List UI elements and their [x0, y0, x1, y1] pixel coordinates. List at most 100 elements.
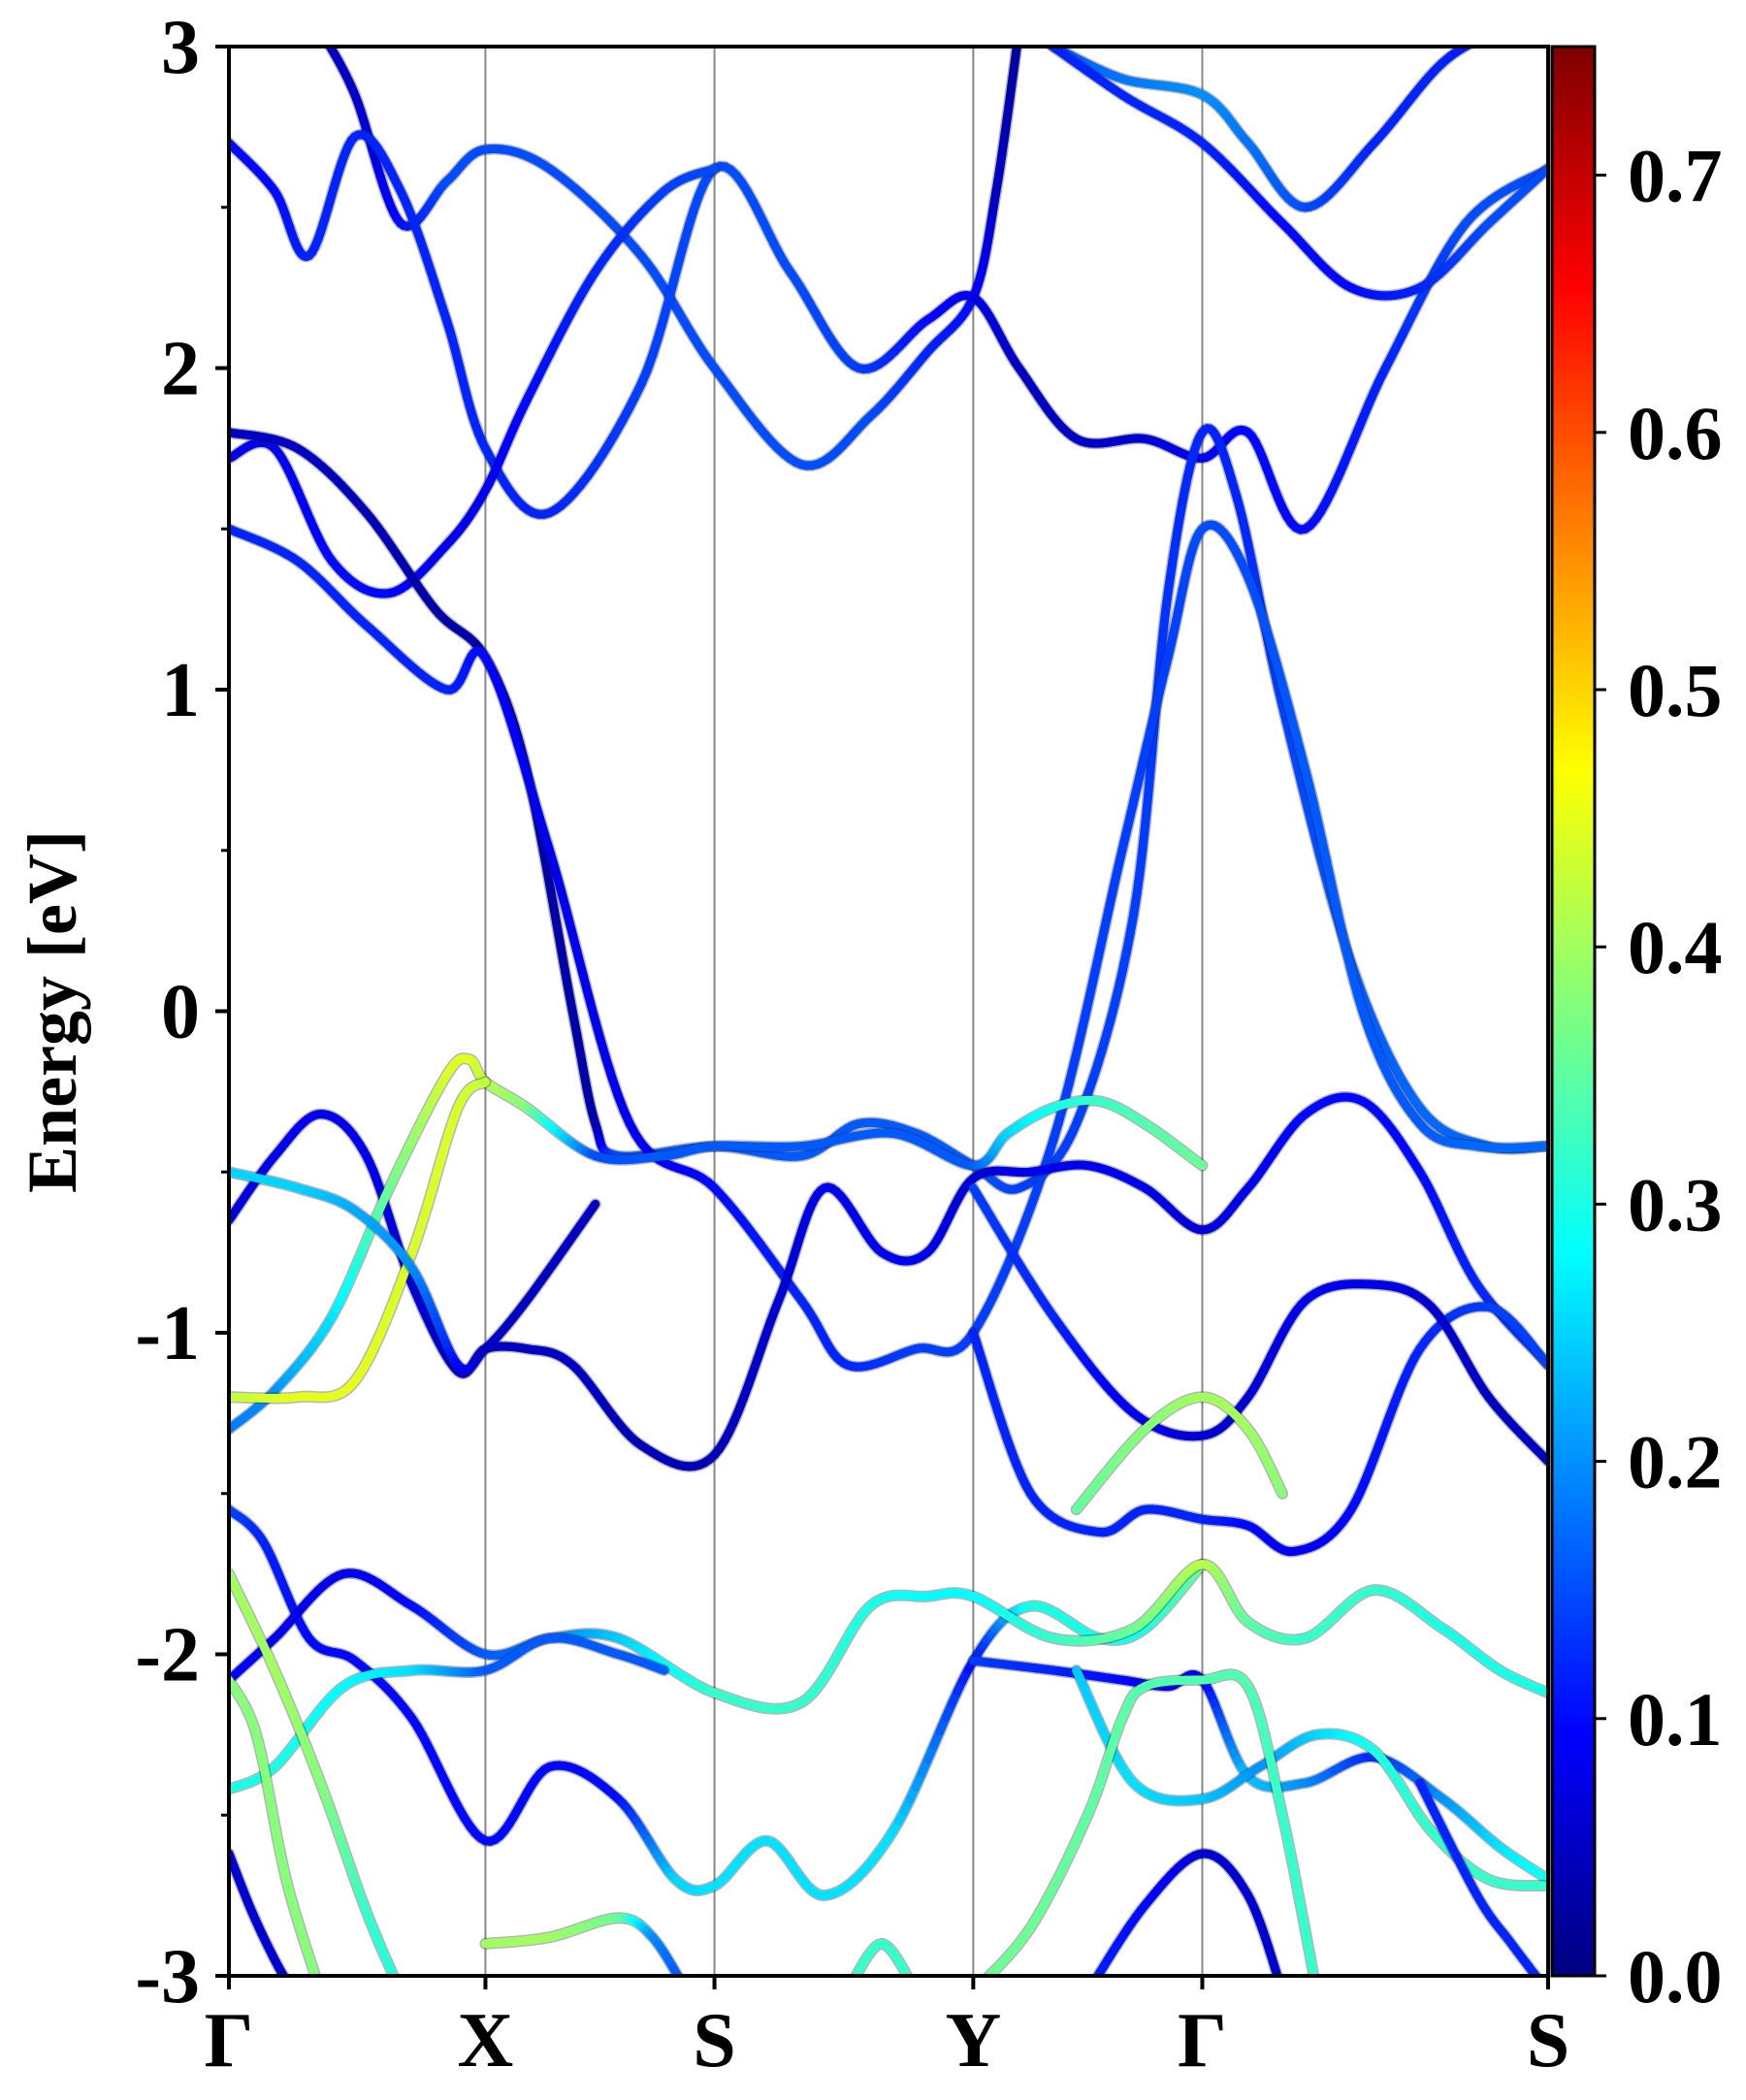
- band-segment: [1535, 17, 1537, 18]
- colorbar-tick-label-7: 0.7: [1628, 134, 1723, 218]
- colorbar-tick-label-1: 0.1: [1628, 1677, 1723, 1761]
- colorbar-ticks: 0.00.10.20.30.40.50.60.7: [1595, 134, 1723, 2019]
- y-axis-label: Energy [eV]: [14, 830, 91, 1193]
- band-segment: [1524, 20, 1528, 21]
- band-segment: [1540, 1982, 1542, 1985]
- band-segment: [1090, 1984, 1093, 1988]
- band-segment: [712, 169, 714, 170]
- band-segment: [1544, 15, 1546, 16]
- band-band-M: [973, 1188, 1548, 1462]
- band-outline: [1077, 1397, 1283, 1509]
- band-band-P: [229, 1565, 1548, 1709]
- colorbar-tick-label-2: 0.2: [1628, 1420, 1723, 1504]
- band-segment: [1546, 1990, 1548, 1992]
- band-segment: [915, 1989, 916, 1991]
- band-segment: [1489, 34, 1493, 36]
- colorbar-tick-label-4: 0.4: [1628, 905, 1723, 989]
- band-segment: [663, 1669, 664, 1670]
- band-segment: [324, 36, 326, 39]
- band-segment: [396, 1981, 398, 1985]
- band-band-Z: [1087, 1854, 1282, 1992]
- band-outline: [1087, 1854, 1282, 1992]
- band-segment: [317, 1982, 319, 1987]
- band-segment: [848, 1989, 849, 1991]
- band-segment: [1281, 1987, 1282, 1991]
- x-tick-label-4: Γ: [1178, 1998, 1227, 2084]
- band-segment: [913, 1987, 915, 1989]
- band-segment: [851, 1983, 853, 1987]
- band-segment: [1017, 37, 1018, 46]
- band-segment: [1093, 1979, 1096, 1985]
- y-tick-label-1: -2: [135, 1613, 200, 1698]
- band-segment: [1528, 19, 1532, 20]
- band-segment: [973, 1989, 975, 1992]
- band-band-G: [229, 525, 1548, 1367]
- band-segment: [319, 1987, 320, 1992]
- band-segment: [976, 1987, 979, 1989]
- band-segment: [322, 33, 324, 36]
- y-tick-label-2: -1: [135, 1291, 200, 1376]
- band-band-C: [1053, 15, 1548, 208]
- band-segment: [290, 1987, 291, 1989]
- band-segment: [1516, 23, 1520, 24]
- band-segment: [1542, 1985, 1544, 1987]
- y-tick-label-6: 3: [161, 5, 200, 90]
- band-segment: [1497, 30, 1501, 32]
- band-segment: [1039, 37, 1045, 41]
- band-segment: [1485, 36, 1489, 38]
- band-segment: [1087, 1988, 1089, 1992]
- band-segment: [287, 1982, 288, 1984]
- bands-layer: [229, 15, 1548, 1992]
- band-segment: [320, 30, 321, 33]
- band-segment: [853, 1979, 855, 1983]
- y-tick-label-4: 1: [161, 648, 200, 733]
- x-tick-label-3: Y: [945, 1998, 1001, 2084]
- band-segment: [684, 1987, 686, 1989]
- band-segment: [1507, 25, 1511, 27]
- colorbar-tick-label-0: 0.0: [1628, 1934, 1723, 2019]
- band-segment: [909, 1979, 911, 1983]
- band-segment: [1030, 30, 1034, 33]
- colorbar-tick-label-3: 0.3: [1628, 1162, 1723, 1246]
- band-segment: [1279, 1983, 1281, 1987]
- band-segment: [911, 1983, 913, 1987]
- band-segment: [686, 1989, 687, 1991]
- colorbar-tick-label-6: 0.6: [1628, 391, 1723, 475]
- band-segment: [291, 1989, 292, 1991]
- band-segment: [849, 1987, 851, 1989]
- band-segment: [1538, 16, 1541, 17]
- x-tick-label-2: S: [693, 1998, 736, 2084]
- x-tick-label-1: X: [458, 1998, 514, 2084]
- band-band-W: [485, 1918, 687, 1991]
- band-segment: [1500, 29, 1504, 31]
- band-segment: [1476, 39, 1480, 41]
- band-segment: [1520, 21, 1524, 22]
- band-segment: [1045, 41, 1051, 45]
- band-band-K: [229, 1172, 596, 1370]
- band-band-O: [229, 1509, 1203, 1895]
- band-segment: [325, 39, 327, 43]
- y-tick-label-5: 2: [161, 327, 200, 412]
- band-segment: [982, 1980, 986, 1984]
- band-segment: [1281, 1491, 1282, 1494]
- band-segment: [1504, 27, 1507, 29]
- colorbar: [1552, 47, 1595, 1976]
- band-segment: [682, 1984, 684, 1987]
- band-segment: [1493, 32, 1497, 34]
- band-segment: [400, 1988, 401, 1991]
- plot-frame: [229, 47, 1548, 1976]
- band-outline: [229, 1509, 1203, 1895]
- band-segment: [1537, 1978, 1540, 1982]
- band-segment: [1512, 24, 1516, 25]
- band-segment: [289, 1986, 290, 1987]
- band-segment: [1200, 1164, 1202, 1166]
- band-segment: [398, 1986, 400, 1989]
- band-segment: [979, 1984, 982, 1987]
- band-band-F: [229, 429, 1548, 1190]
- band-segment: [1472, 41, 1476, 43]
- band-outline: [229, 429, 1548, 1190]
- x-tick-label-0: Γ: [205, 1998, 254, 2084]
